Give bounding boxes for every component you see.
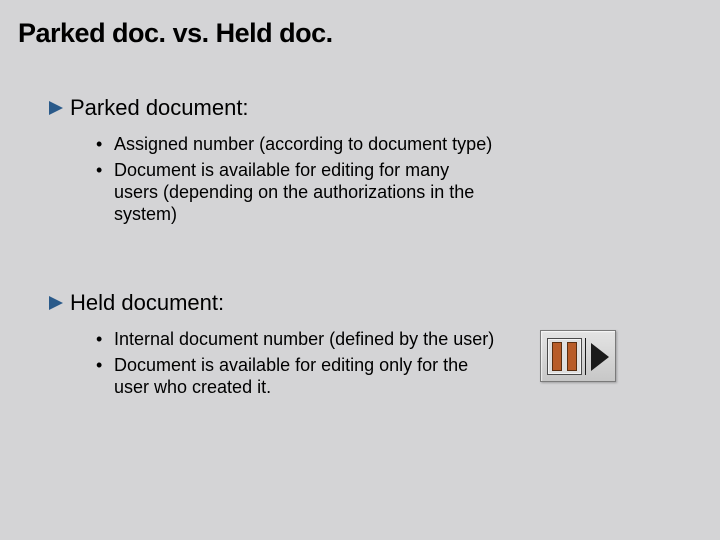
section-parked-heading: Parked document: <box>48 95 249 122</box>
bullet-icon: • <box>96 355 114 399</box>
chevron-right-icon <box>48 96 64 122</box>
list-item-text: Internal document number (defined by the… <box>114 329 496 351</box>
play-icon <box>589 338 609 375</box>
bullet-icon: • <box>96 160 114 226</box>
section-parked-label: Parked document: <box>70 95 249 120</box>
section-held-list: • Internal document number (defined by t… <box>96 329 496 403</box>
list-item: • Assigned number (according to document… <box>96 134 496 156</box>
arrow-shape <box>49 101 63 115</box>
slide: Parked doc. vs. Held doc. Parked documen… <box>0 0 720 540</box>
icon-inner <box>547 338 609 375</box>
chevron-right-icon <box>48 291 64 317</box>
list-item-text: Assigned number (according to document t… <box>114 134 496 156</box>
pause-play-icon <box>540 330 616 382</box>
list-item: • Document is available for editing only… <box>96 355 496 399</box>
bullet-icon: • <box>96 329 114 351</box>
bullet-icon: • <box>96 134 114 156</box>
pause-bar <box>567 342 577 371</box>
list-item-text: Document is available for editing for ma… <box>114 160 496 226</box>
pause-bar <box>552 342 562 371</box>
list-item: • Document is available for editing for … <box>96 160 496 226</box>
arrow-shape <box>49 296 63 310</box>
section-held-heading: Held document: <box>48 290 224 317</box>
pause-icon <box>547 338 582 375</box>
list-item: • Internal document number (defined by t… <box>96 329 496 351</box>
list-item-text: Document is available for editing only f… <box>114 355 496 399</box>
section-held-label: Held document: <box>70 290 224 315</box>
slide-title: Parked doc. vs. Held doc. <box>18 18 333 49</box>
divider <box>585 338 586 375</box>
play-triangle <box>591 343 609 371</box>
section-parked-list: • Assigned number (according to document… <box>96 134 496 230</box>
